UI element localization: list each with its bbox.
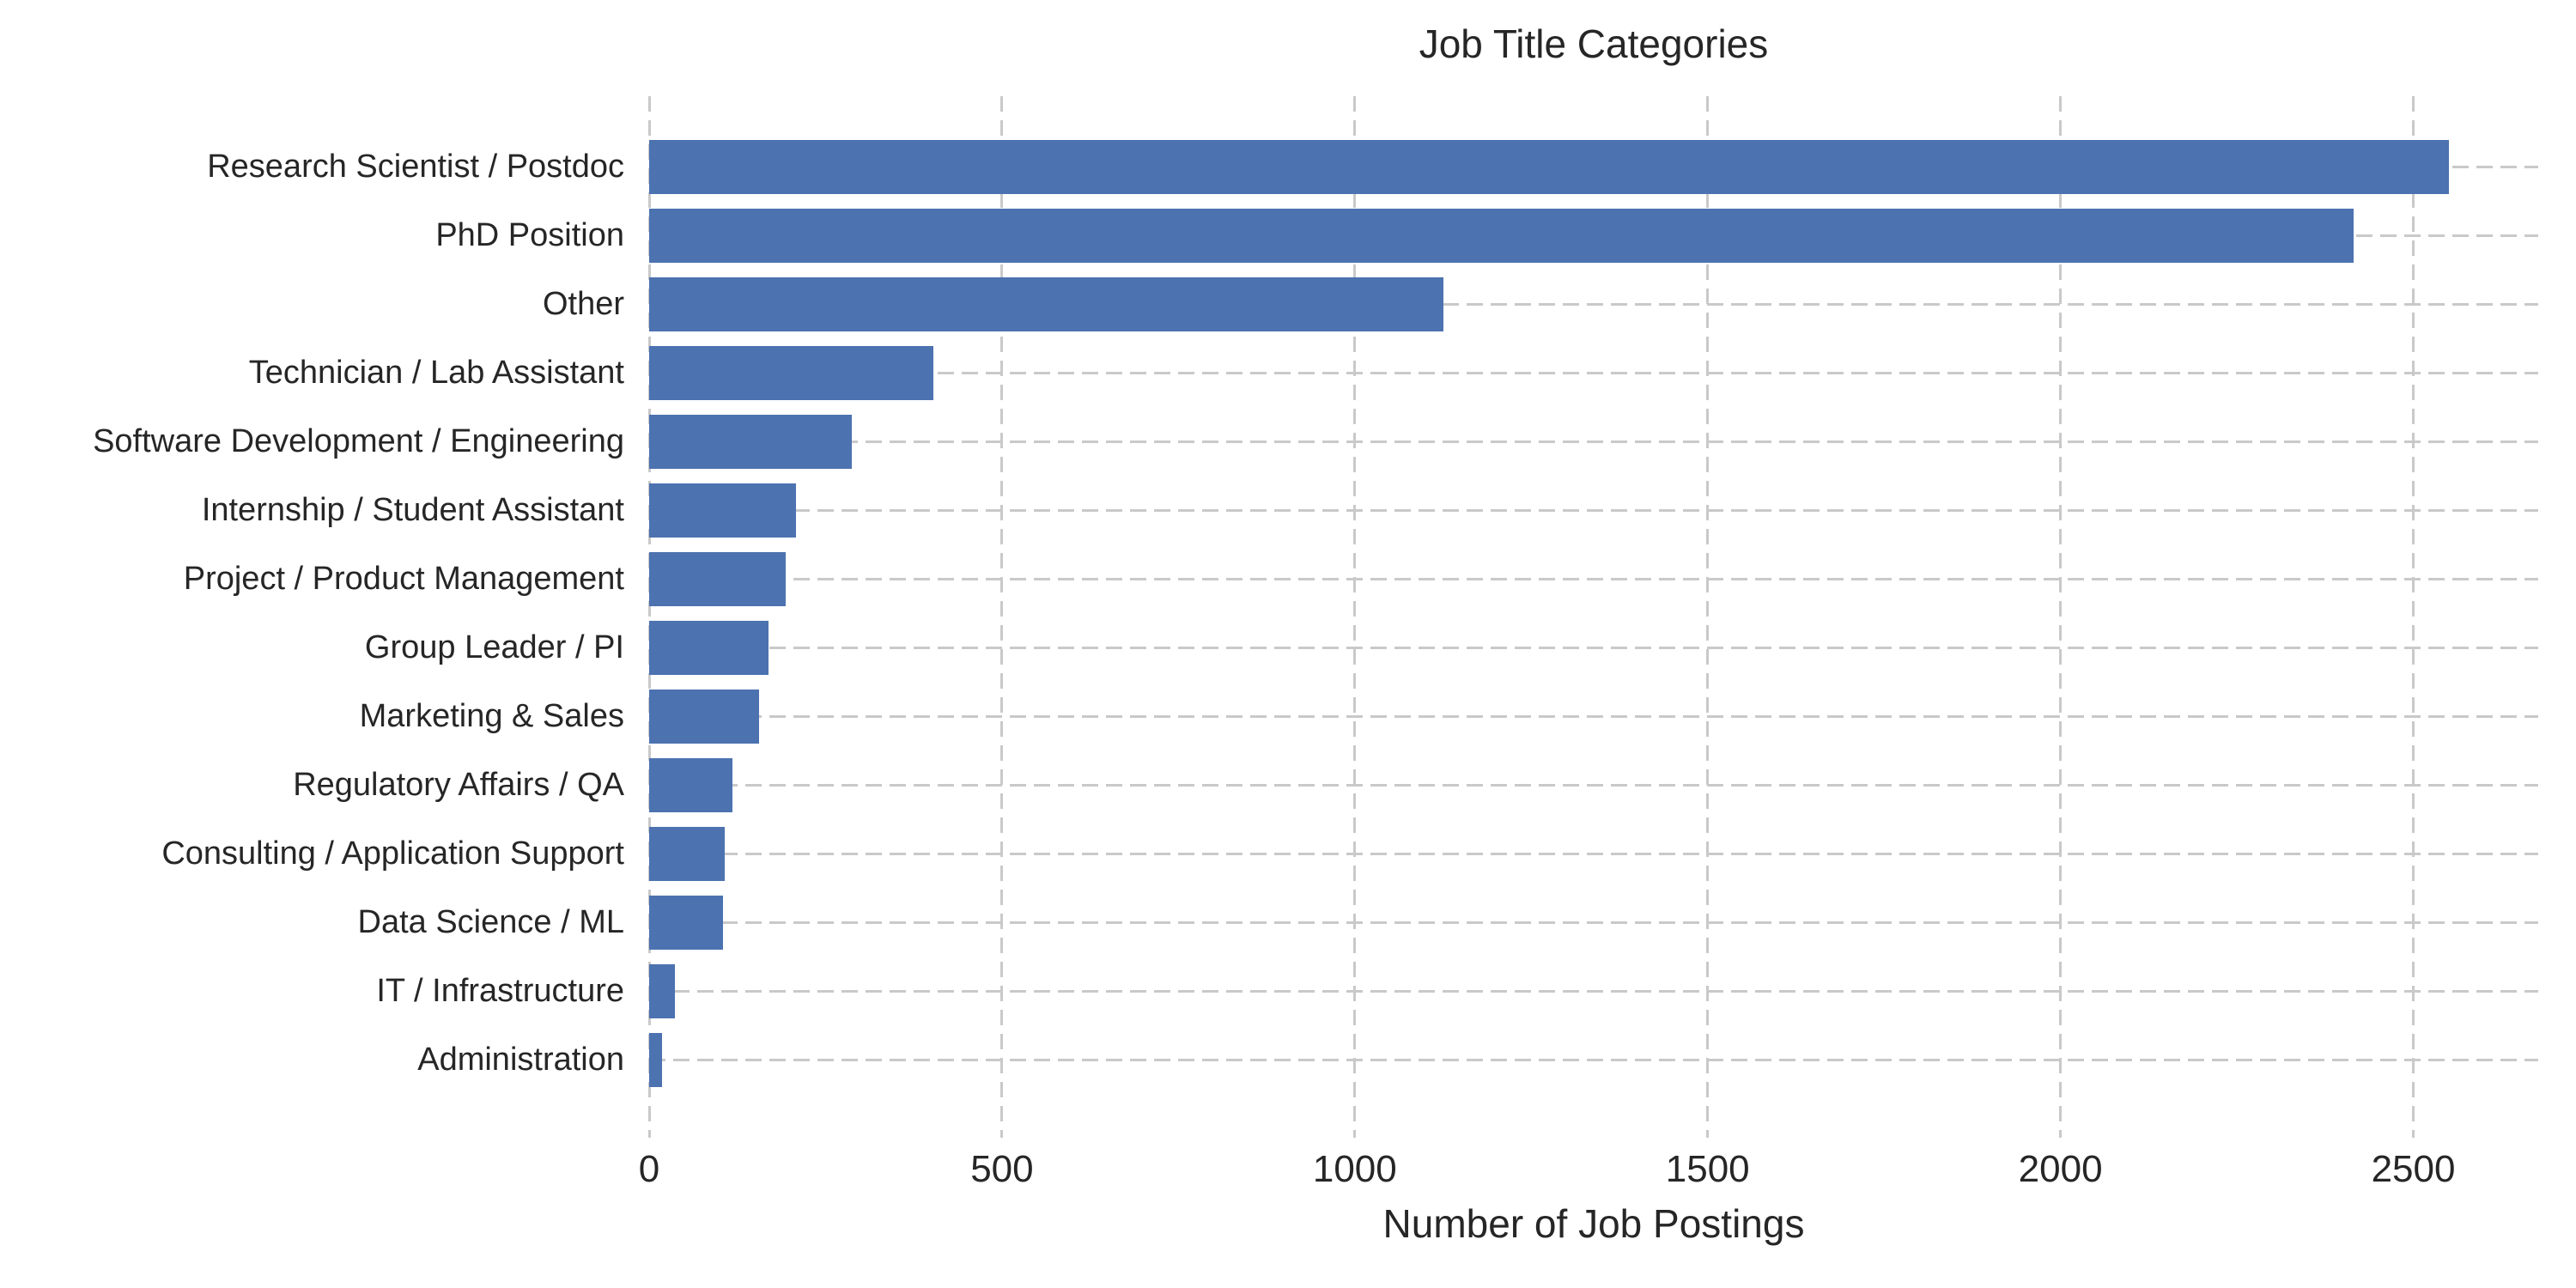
horizontal-gridline bbox=[649, 508, 2538, 512]
horizontal-gridline bbox=[649, 1058, 2538, 1061]
vertical-gridline bbox=[1706, 96, 1710, 1138]
horizontal-gridline bbox=[649, 302, 2538, 306]
category-label: Internship / Student Assistant bbox=[201, 492, 624, 528]
horizontal-gridline bbox=[649, 783, 2538, 787]
bar bbox=[649, 895, 724, 950]
plot-area bbox=[647, 96, 2538, 1138]
x-axis-label: Number of Job Postings bbox=[1382, 1201, 1805, 1246]
bar bbox=[649, 757, 732, 812]
bar bbox=[649, 414, 852, 469]
bar bbox=[649, 276, 1443, 331]
x-tick-label: 2500 bbox=[2371, 1148, 2456, 1190]
category-label: Regulatory Affairs / QA bbox=[293, 767, 624, 803]
chart-title: Job Title Categories bbox=[1419, 21, 1769, 66]
category-label: Administration bbox=[417, 1042, 624, 1078]
x-tick-label: 500 bbox=[970, 1148, 1034, 1190]
horizontal-gridline bbox=[649, 577, 2538, 580]
horizontal-gridline bbox=[649, 440, 2538, 443]
vertical-gridline bbox=[647, 96, 651, 1138]
category-label: Software Development / Engineering bbox=[93, 423, 624, 459]
category-label: Project / Product Management bbox=[183, 561, 624, 597]
horizontal-gridline bbox=[649, 989, 2538, 993]
vertical-gridline bbox=[1353, 96, 1357, 1138]
category-label: Technician / Lab Assistant bbox=[248, 355, 624, 391]
category-label: Group Leader / PI bbox=[364, 629, 624, 665]
bar bbox=[649, 208, 2354, 263]
vertical-gridline bbox=[1000, 96, 1004, 1138]
vertical-gridline bbox=[2059, 96, 2063, 1138]
bar bbox=[649, 963, 675, 1018]
bar bbox=[649, 689, 760, 744]
bar bbox=[649, 551, 786, 606]
horizontal-gridline bbox=[649, 920, 2538, 924]
bar bbox=[649, 345, 934, 400]
horizontal-gridline bbox=[649, 714, 2538, 718]
x-tick-label: 2000 bbox=[2018, 1148, 2103, 1190]
horizontal-gridline bbox=[649, 852, 2538, 855]
horizontal-gridline bbox=[649, 646, 2538, 649]
x-tick-label: 1500 bbox=[1665, 1148, 1750, 1190]
bar bbox=[649, 826, 725, 881]
category-label: Marketing & Sales bbox=[359, 698, 624, 734]
category-label: Other bbox=[542, 286, 624, 322]
horizontal-gridline bbox=[649, 371, 2538, 374]
category-label: IT / Infrastructure bbox=[376, 973, 624, 1009]
bar bbox=[649, 139, 2449, 194]
vertical-gridline bbox=[2412, 96, 2415, 1138]
bar bbox=[649, 1032, 662, 1087]
bar bbox=[649, 483, 796, 538]
bar bbox=[649, 620, 769, 675]
x-tick-label: 1000 bbox=[1312, 1148, 1397, 1190]
category-label: Research Scientist / Postdoc bbox=[207, 149, 624, 185]
category-label: PhD Position bbox=[435, 217, 624, 253]
category-label: Data Science / ML bbox=[357, 904, 624, 940]
x-tick-label: 0 bbox=[638, 1148, 660, 1190]
category-label: Consulting / Application Support bbox=[161, 835, 624, 872]
